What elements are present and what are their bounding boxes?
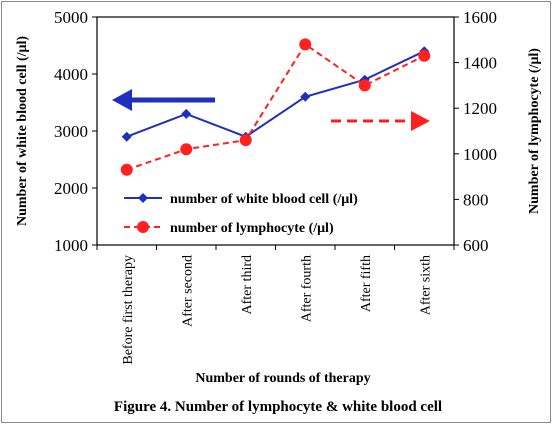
y-right-tick-label: 800 (463, 190, 489, 209)
x-tick-label: After second (180, 255, 195, 327)
data-point-wbc (121, 131, 132, 142)
x-tick-label: After fifth (359, 255, 374, 312)
figure-caption: Figure 4. Number of lymphocyte & white b… (114, 399, 442, 415)
y-right-tick-label: 1000 (463, 145, 497, 164)
y-left-tick-label: 2000 (54, 179, 88, 198)
data-point-lymphocyte (180, 143, 193, 156)
y-right-tick-label: 600 (463, 236, 489, 255)
y-right-tick-label: 1200 (463, 99, 497, 118)
data-point-wbc (181, 108, 192, 119)
y-left-tick-label: 5000 (54, 8, 88, 27)
data-point-lymphocyte (418, 49, 431, 62)
y-left-tick-label: 3000 (54, 122, 88, 141)
data-point-lymphocyte (120, 163, 133, 176)
series-line-wbc (126, 50, 425, 138)
y-axis-right-title: Number of lymphocyte (/μl) (527, 48, 542, 214)
y-left-tick-label: 1000 (54, 236, 88, 255)
legend: number of white blood cell (/μl) number … (124, 192, 358, 236)
data-point-lymphocyte (239, 134, 252, 147)
legend-label-lymphocyte: number of lymphocyte (/μl) (170, 221, 334, 236)
y-right-tick-label: 1600 (463, 8, 497, 27)
x-tick-label: After fourth (299, 255, 314, 322)
y-left-tick-label: 4000 (54, 65, 88, 84)
data-point-lymphocyte (358, 79, 371, 92)
data-point-wbc (300, 91, 311, 102)
y-axis-left-title: Number of white blood cell (/μl) (15, 36, 30, 226)
x-axis-title: Number of rounds of therapy (195, 371, 370, 386)
series-line-lymphocyte (126, 42, 425, 171)
right-axis-arrow (331, 111, 430, 131)
x-tick-label: Before first therapy (121, 255, 136, 365)
x-tick-label: After sixth (418, 255, 433, 315)
legend-label-wbc: number of white blood cell (/μl) (170, 192, 358, 207)
data-point-lymphocyte (299, 38, 312, 51)
plot-area (96, 16, 455, 246)
y-right-tick-label: 1400 (463, 54, 497, 73)
x-tick-label: After third (240, 255, 255, 314)
left-axis-arrow (112, 89, 215, 111)
